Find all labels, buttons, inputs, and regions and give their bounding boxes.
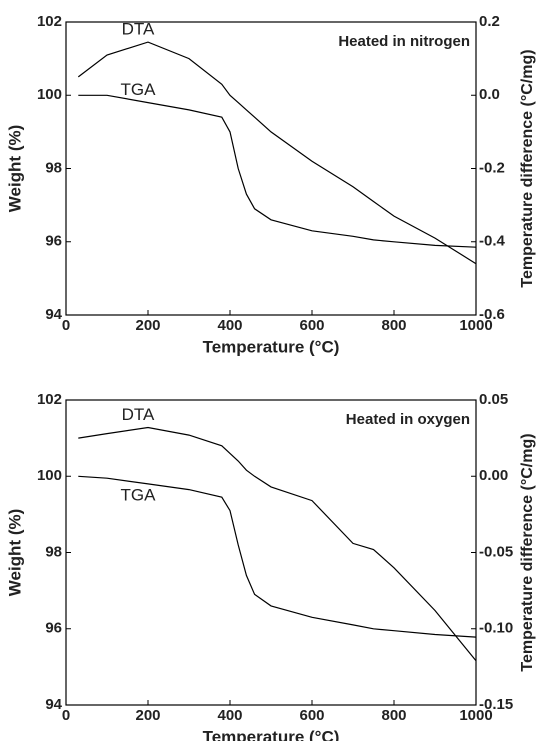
x-axis-label: Temperature (°C) [203, 337, 340, 356]
series-line [78, 475, 477, 638]
plot-frame [65, 399, 477, 706]
y2-tick-label: -0.10 [479, 620, 513, 637]
x-tick-label: 400 [217, 707, 242, 724]
y-tick-label: 94 [45, 306, 62, 323]
y-tick-label: 98 [45, 543, 62, 560]
x-tick-label: 400 [217, 317, 242, 334]
y-tick-label: 94 [45, 696, 62, 713]
annotation: Heated in nitrogen [338, 33, 470, 50]
y-tick-label: 96 [45, 233, 62, 250]
x-tick-label: 600 [299, 707, 324, 724]
x-tick-label: 200 [135, 707, 160, 724]
y-axis-label: Weight (%) [5, 125, 24, 213]
panel: 0 200 400 600 800 1000 94 96 98 100 102 -0.6 -0.4 -0.… [5, 13, 536, 357]
y-tick-label: 100 [37, 86, 62, 103]
y-tick-label: 102 [37, 391, 62, 408]
y-tick-label: 98 [45, 159, 62, 176]
y-axis-label: Weight (%) [5, 509, 24, 597]
series-label: DTA [122, 20, 155, 39]
y2-tick-label: -0.15 [479, 696, 513, 713]
plot-frame [65, 21, 477, 316]
y2-axis-label: Temperature difference (°C/mg) [519, 49, 536, 287]
y-tick-label: 96 [45, 620, 62, 637]
x-tick-label: 800 [381, 317, 406, 334]
y2-axis-label: Temperature difference (°C/mg) [519, 433, 536, 671]
series-line [78, 94, 477, 248]
x-tick-label: 200 [135, 317, 160, 334]
x-tick-label: 0 [62, 317, 70, 334]
y-tick-label: 100 [37, 467, 62, 484]
annotation: Heated in oxygen [346, 411, 470, 428]
x-tick-label: 1000 [459, 317, 492, 334]
x-tick-label: 1000 [459, 707, 492, 724]
series-label: DTA [122, 405, 155, 424]
series-label: TGA [121, 485, 157, 504]
y-tick-label: 102 [37, 13, 62, 30]
series-line [78, 426, 477, 662]
y2-tick-label: 0.2 [479, 13, 500, 30]
y2-tick-label: -0.4 [479, 233, 506, 250]
x-tick-label: 800 [381, 707, 406, 724]
x-axis-label: Temperature (°C) [203, 727, 340, 741]
series-line [77, 41, 477, 265]
y2-tick-label: -0.2 [479, 159, 505, 176]
panel: 0 200 400 600 800 1000 94 96 98 100 102 -0.15 -0.10 -… [5, 391, 536, 741]
y2-tick-label: 0.0 [479, 86, 500, 103]
series-label: TGA [121, 80, 157, 99]
y2-tick-label: 0.00 [479, 467, 508, 484]
y2-tick-label: -0.05 [479, 543, 513, 560]
x-tick-label: 600 [299, 317, 324, 334]
y2-tick-label: 0.05 [479, 391, 508, 408]
x-tick-label: 0 [62, 707, 70, 724]
y2-tick-label: -0.6 [479, 306, 505, 323]
